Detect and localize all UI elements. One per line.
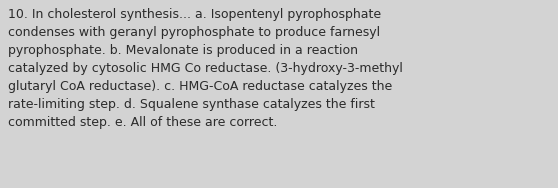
Text: 10. In cholesterol synthesis... a. Isopentenyl pyrophosphate
condenses with gera: 10. In cholesterol synthesis... a. Isope… bbox=[8, 8, 403, 129]
